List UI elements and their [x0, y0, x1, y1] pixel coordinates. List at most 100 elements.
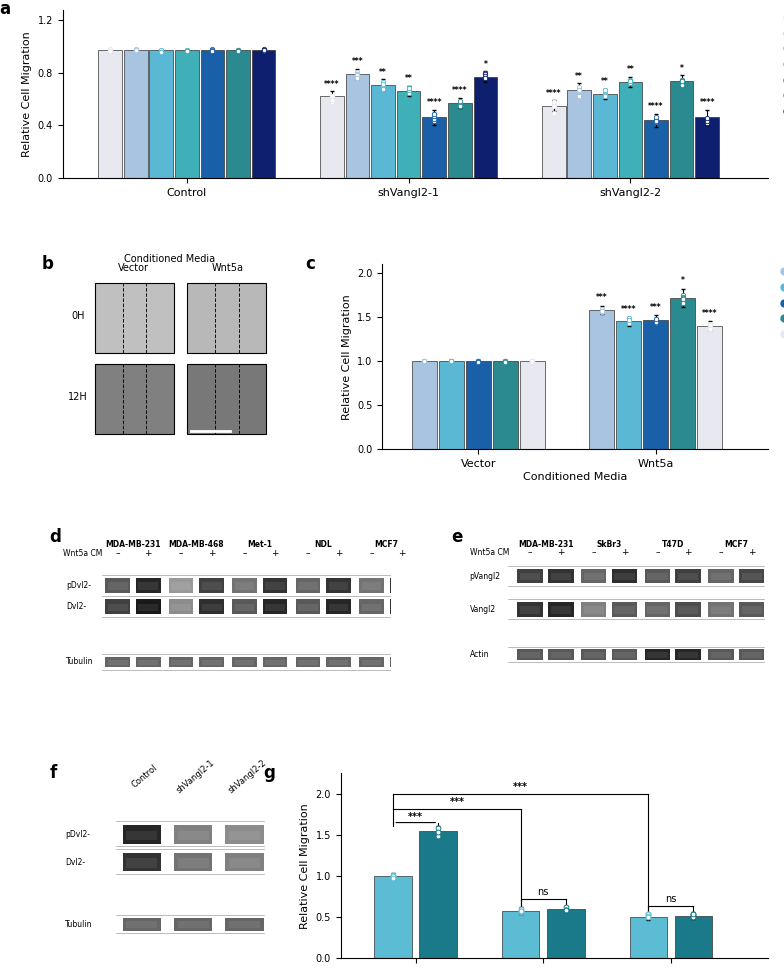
Point [649, 315, 662, 330]
Point [560, 902, 572, 918]
Bar [676, 650, 701, 660]
Bar [615, 607, 635, 614]
Bar [187, 283, 267, 353]
Bar [708, 569, 734, 584]
Bar [708, 602, 734, 617]
Text: c: c [305, 255, 315, 273]
Bar [122, 918, 161, 930]
Point [526, 354, 539, 370]
Bar [298, 583, 318, 590]
Text: MDA-MB-231: MDA-MB-231 [517, 540, 573, 549]
Point [622, 316, 635, 331]
Point [703, 321, 716, 337]
Bar [150, 50, 173, 178]
Point [624, 76, 637, 91]
Point [677, 291, 689, 307]
Bar [169, 656, 194, 667]
Bar [615, 652, 635, 657]
Text: –: – [655, 548, 659, 557]
Bar [169, 599, 194, 615]
Bar [227, 50, 250, 178]
Bar [229, 859, 260, 867]
Bar [199, 599, 224, 615]
Point [526, 353, 539, 369]
Point [624, 76, 637, 91]
Bar [171, 604, 191, 611]
Bar [581, 650, 607, 660]
Text: +: + [271, 549, 279, 559]
Y-axis label: Relative Cell Migration: Relative Cell Migration [300, 802, 310, 928]
Text: –: – [369, 549, 374, 559]
Point [103, 42, 116, 57]
Text: Wnt5a CM: Wnt5a CM [63, 549, 102, 559]
Bar [124, 50, 147, 178]
Point [387, 867, 400, 883]
Point [377, 76, 390, 91]
Text: –: – [242, 549, 247, 559]
Text: a: a [0, 0, 10, 17]
Point [650, 114, 662, 130]
Bar [232, 656, 257, 667]
Point [687, 906, 699, 922]
Bar [229, 922, 260, 928]
Point [595, 302, 608, 318]
Point [649, 316, 662, 331]
Point [351, 67, 364, 82]
Bar [520, 361, 545, 449]
Bar [361, 660, 381, 665]
Bar [108, 660, 128, 665]
Point [701, 113, 713, 129]
Bar [412, 361, 437, 449]
Text: **: ** [626, 65, 634, 75]
Bar [711, 607, 731, 614]
Point [428, 113, 441, 129]
Point [180, 43, 193, 58]
Point [206, 42, 219, 57]
Point [418, 353, 430, 369]
Point [573, 89, 586, 105]
Point [595, 303, 608, 318]
Text: –: – [179, 549, 183, 559]
Bar [644, 569, 670, 584]
Point [325, 92, 338, 107]
Bar [742, 573, 762, 581]
Bar [550, 607, 571, 614]
Bar [171, 660, 191, 665]
Bar [126, 831, 158, 840]
Bar [520, 652, 540, 657]
Point [547, 105, 560, 120]
Bar [643, 319, 668, 449]
Text: ****: **** [702, 309, 717, 318]
Text: shVangl2-1: shVangl2-1 [176, 758, 217, 795]
Point [445, 353, 458, 369]
Point [472, 354, 485, 370]
Text: ns: ns [665, 894, 677, 904]
Bar [371, 84, 395, 178]
Bar [711, 573, 731, 581]
Point [598, 87, 611, 103]
Point [675, 74, 688, 89]
Legend: MDA-MB-231, MDA-MB-468, SkBr3, NDL, MCF7: MDA-MB-231, MDA-MB-468, SkBr3, NDL, MCF7 [777, 265, 784, 342]
Bar [263, 578, 288, 593]
Bar [493, 361, 518, 449]
Text: +: + [684, 548, 691, 557]
Point [129, 42, 142, 57]
Point [687, 907, 699, 923]
Text: d: d [49, 528, 61, 546]
Point [649, 315, 662, 330]
Bar [320, 97, 343, 178]
Bar [739, 602, 764, 617]
Point [677, 287, 689, 303]
Bar [328, 604, 348, 611]
Point [560, 899, 572, 915]
Point [206, 43, 219, 58]
Point [325, 88, 338, 104]
Text: +: + [621, 548, 628, 557]
Bar [178, 859, 209, 867]
Text: pVangl2: pVangl2 [470, 571, 501, 581]
Point [432, 828, 445, 843]
Point [257, 42, 270, 57]
Bar [225, 853, 263, 871]
Text: –: – [719, 548, 723, 557]
Point [479, 67, 492, 82]
